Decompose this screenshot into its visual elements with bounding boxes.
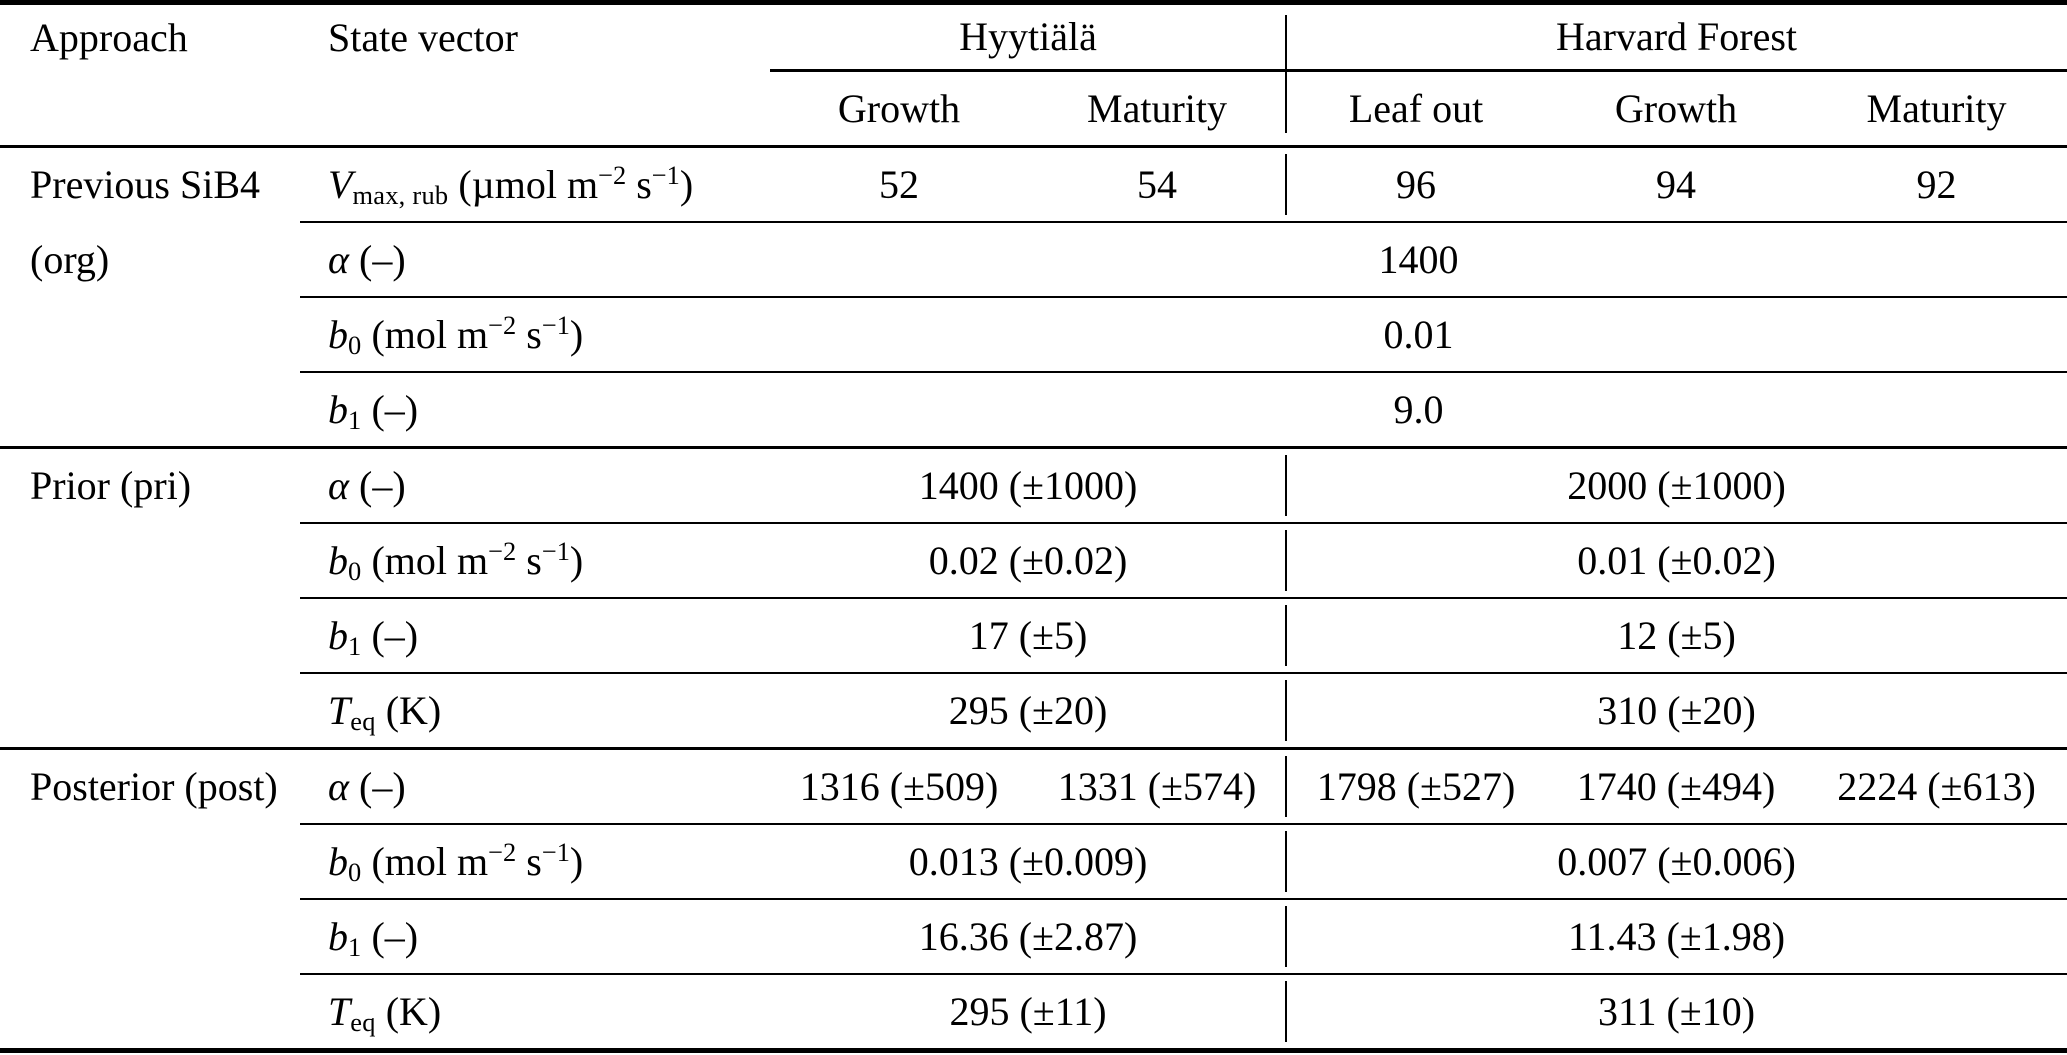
param-cell: b0 (mol m−2 s−1) xyxy=(300,297,770,373)
col-header-state-vector: State vector xyxy=(328,14,518,60)
col-header-approach: Approach xyxy=(30,14,188,60)
approach-cell xyxy=(0,297,300,372)
param-cell: b1 (–) xyxy=(300,899,770,975)
value-cell: 0.01 xyxy=(770,297,2067,373)
header-row-stages: Growth Maturity Leaf out Growth Maturity xyxy=(0,70,2067,148)
param-cell: b0 (mol m−2 s−1) xyxy=(300,824,770,900)
param-cell: α (–) xyxy=(300,222,770,298)
table-row-pri-alpha: Prior (pri) α (–) 1400 (±1000) 2000 (±10… xyxy=(0,447,2067,524)
value-cell: 1798 (±527) xyxy=(1285,748,1547,825)
table-row-org-vmax: Previous SiB4 Vmax, rub (µmol m−2 s−1) 5… xyxy=(0,146,2067,223)
approach-cell: (org) xyxy=(30,236,110,282)
value-cell: 295 (±20) xyxy=(770,673,1287,750)
approach-cell: Previous SiB4 xyxy=(30,162,261,207)
param-cell: α (–) xyxy=(300,447,770,524)
value-cell: 311 (±10) xyxy=(1285,974,2067,1051)
value-cell: 2224 (±613) xyxy=(1806,748,2067,825)
param-cell: b0 (mol m−2 s−1) xyxy=(300,523,770,599)
value-cell: 0.01 (±0.02) xyxy=(1285,523,2067,599)
value-cell: 0.007 (±0.006) xyxy=(1285,824,2067,900)
table-row-post-alpha: Posterior (post) α (–) 1316 (±509) 1331 … xyxy=(0,748,2067,825)
table-row-org-b1: b1 (–) 9.0 xyxy=(0,372,2067,449)
value-cell: 2000 (±1000) xyxy=(1285,447,2067,524)
table-row-pri-teq: Teq (K) 295 (±20) 310 (±20) xyxy=(0,673,2067,750)
value-cell: 295 (±11) xyxy=(949,988,1107,1034)
col-header-hyytiala-maturity: Maturity xyxy=(1028,70,1287,148)
param-cell: b1 (–) xyxy=(300,598,770,674)
value-cell: 54 xyxy=(1028,146,1287,223)
spacer-cell xyxy=(0,70,300,148)
table-row-org-b0: b0 (mol m−2 s−1) 0.01 xyxy=(0,297,2067,373)
value-cell: 0.02 (±0.02) xyxy=(770,523,1287,599)
value-cell: 1400 (±1000) xyxy=(770,447,1287,524)
approach-cell: Prior (pri) xyxy=(30,463,192,508)
col-header-harvard-leafout: Leaf out xyxy=(1285,70,1547,148)
value-cell: 11.43 (±1.98) xyxy=(1285,899,2067,975)
value-cell: 1400 xyxy=(770,222,2067,298)
value-cell: 1740 (±494) xyxy=(1546,748,1807,825)
table-row-post-teq: Teq (K) 295 (±11) 311 (±10) xyxy=(0,974,2067,1051)
value-cell: 16.36 (±2.87) xyxy=(770,899,1287,975)
value-cell: 12 (±5) xyxy=(1285,598,2067,674)
value-cell: 1316 (±509) xyxy=(770,748,1028,825)
table-row-org-alpha: (org) α (–) 1400 xyxy=(0,222,2067,298)
col-header-hyytiala-growth: Growth xyxy=(770,70,1028,148)
value-cell: 52 xyxy=(770,146,1028,223)
col-group-hyytiala: Hyytiälä xyxy=(770,2,1287,72)
col-header-harvard-growth: Growth xyxy=(1546,70,1807,148)
value-cell: 0.013 (±0.009) xyxy=(770,824,1287,900)
param-cell: b1 (–) xyxy=(300,372,770,449)
approach-cell xyxy=(0,673,300,750)
spacer-cell xyxy=(300,70,770,148)
col-header-harvard-maturity: Maturity xyxy=(1806,70,2067,148)
value-cell: 310 (±20) xyxy=(1285,673,2067,750)
approach-cell xyxy=(0,523,300,598)
table-row-post-b1: b1 (–) 16.36 (±2.87) 11.43 (±1.98) xyxy=(0,899,2067,975)
approach-cell xyxy=(0,598,300,673)
param-cell: Vmax, rub (µmol m−2 s−1) xyxy=(300,146,770,223)
approach-cell xyxy=(0,372,300,449)
value-cell: 94 xyxy=(1546,146,1807,223)
param-cell: Teq (K) xyxy=(328,988,442,1037)
col-group-harvard-forest: Harvard Forest xyxy=(1285,2,2067,72)
value-cell: 9.0 xyxy=(770,372,2067,449)
approach-cell xyxy=(0,899,300,974)
table-row-pri-b0: b0 (mol m−2 s−1) 0.02 (±0.02) 0.01 (±0.0… xyxy=(0,523,2067,599)
value-cell: 17 (±5) xyxy=(770,598,1287,674)
value-cell: 96 xyxy=(1285,146,1547,223)
param-cell: α (–) xyxy=(300,748,770,825)
approach-cell xyxy=(0,974,300,1051)
value-cell: 1331 (±574) xyxy=(1028,748,1287,825)
table-row-pri-b1: b1 (–) 17 (±5) 12 (±5) xyxy=(0,598,2067,674)
header-row-groups: Approach State vector Hyytiälä Harvard F… xyxy=(0,2,2067,72)
value-cell: 92 xyxy=(1806,146,2067,223)
approach-cell: Posterior (post) xyxy=(30,764,278,809)
param-cell: Teq (K) xyxy=(300,673,770,750)
table-row-post-b0: b0 (mol m−2 s−1) 0.013 (±0.009) 0.007 (±… xyxy=(0,824,2067,900)
approach-cell xyxy=(0,824,300,899)
